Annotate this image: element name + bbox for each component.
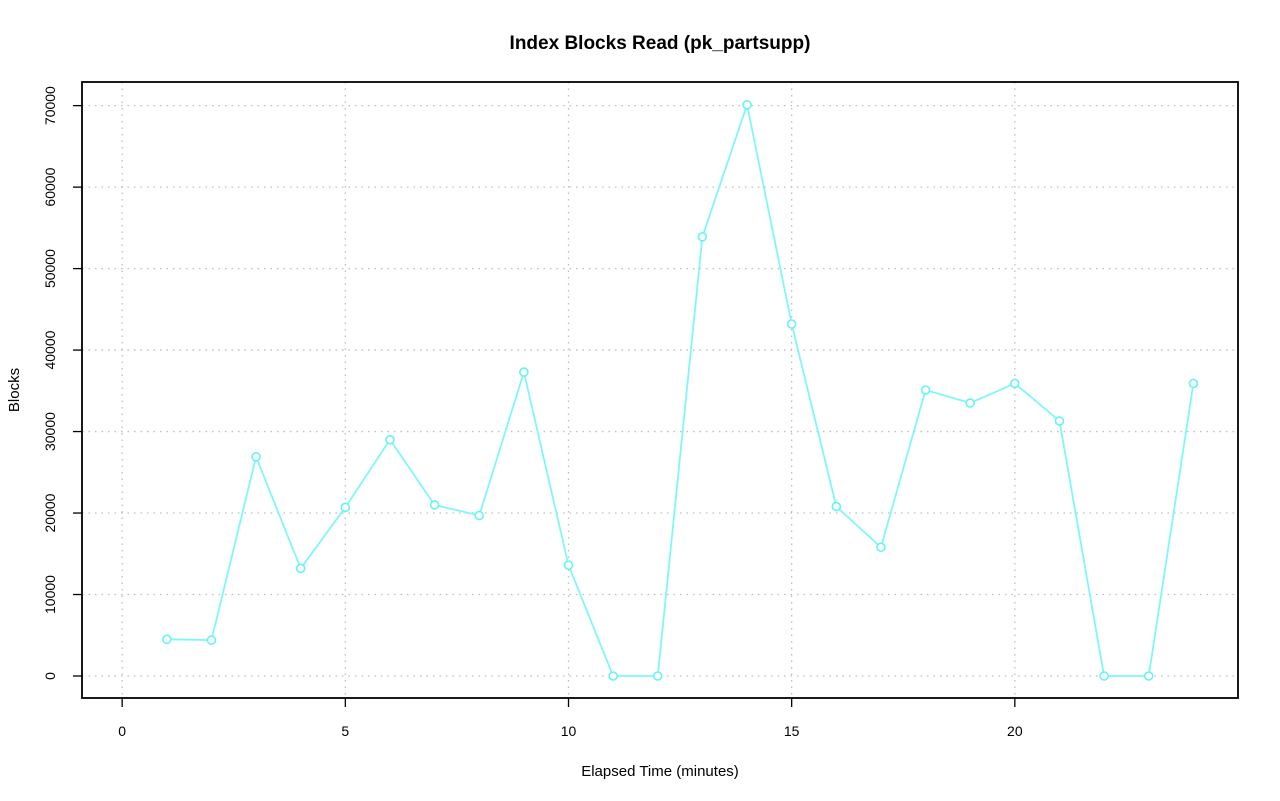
series-segment: [255, 456, 302, 569]
x-tick-label: 20: [1007, 723, 1023, 739]
data-point: [1099, 671, 1109, 681]
data-point: [1188, 378, 1199, 389]
x-axis-label: Elapsed Time (minutes): [581, 763, 739, 780]
data-point: [965, 398, 976, 408]
series-segment: [299, 506, 347, 569]
x-axis: 0 5 10 15 20: [118, 698, 1023, 739]
data-point: [876, 542, 886, 553]
series-segment: [746, 104, 793, 325]
series-0: [162, 100, 1199, 681]
series-segment: [1058, 420, 1105, 677]
y-tick-label: 40000: [42, 330, 58, 369]
y-tick-label: 10000: [42, 575, 58, 614]
series-segment: [210, 456, 257, 641]
y-tick-label: 20000: [42, 493, 58, 532]
x-tick-label: 10: [561, 723, 577, 739]
data-point: [1010, 378, 1020, 389]
series-segment: [925, 389, 971, 404]
series-segment: [1014, 382, 1061, 422]
series-segment: [389, 439, 436, 506]
data-point: [608, 671, 618, 681]
series-segment: [880, 389, 927, 548]
y-tick-label: 60000: [42, 167, 58, 206]
series-segment: [969, 382, 1016, 404]
series-segment: [434, 504, 480, 517]
y-tick-label: 50000: [42, 249, 58, 288]
grid: [82, 82, 1238, 698]
chart-title: Index Blocks Read (pk_partsupp): [510, 33, 811, 54]
plot-frame: [81, 81, 1239, 699]
data-point: [340, 502, 351, 513]
series-segment: [522, 371, 570, 566]
data-point: [1054, 416, 1065, 426]
data-point: [831, 501, 842, 512]
data-point: [519, 367, 529, 377]
data-point: [1143, 671, 1154, 681]
data-point: [920, 385, 931, 395]
series-segment: [790, 323, 838, 507]
x-tick-label: 15: [784, 723, 800, 739]
data-point: [162, 634, 172, 645]
y-tick-label: 70000: [42, 86, 58, 125]
data-point: [295, 563, 306, 574]
series-segment: [344, 439, 391, 508]
series-segment: [701, 104, 748, 238]
y-axis: 0 10000 20000 30000 40000 50000 60000 70000: [42, 86, 82, 680]
series-segment: [478, 371, 525, 516]
data-point: [251, 452, 261, 462]
y-tick-label: 0: [42, 672, 58, 680]
data-point: [652, 671, 663, 681]
data-point: [385, 434, 395, 445]
data-point: [697, 232, 708, 242]
data-point: [206, 635, 217, 645]
x-tick-label: 5: [341, 723, 349, 739]
series-segment: [567, 564, 614, 677]
x-tick-label: 0: [118, 723, 126, 739]
data-point: [786, 319, 797, 329]
y-axis-label: Blocks: [6, 368, 23, 412]
series-segment: [166, 638, 212, 642]
series-segment: [835, 505, 882, 548]
series: [162, 100, 1199, 681]
series-segment: [1147, 383, 1195, 677]
data-point: [742, 100, 752, 110]
data-point: [563, 560, 574, 570]
data-point: [474, 510, 485, 521]
y-tick-label: 30000: [42, 412, 58, 451]
data-point: [429, 500, 440, 510]
series-segment: [656, 236, 704, 677]
